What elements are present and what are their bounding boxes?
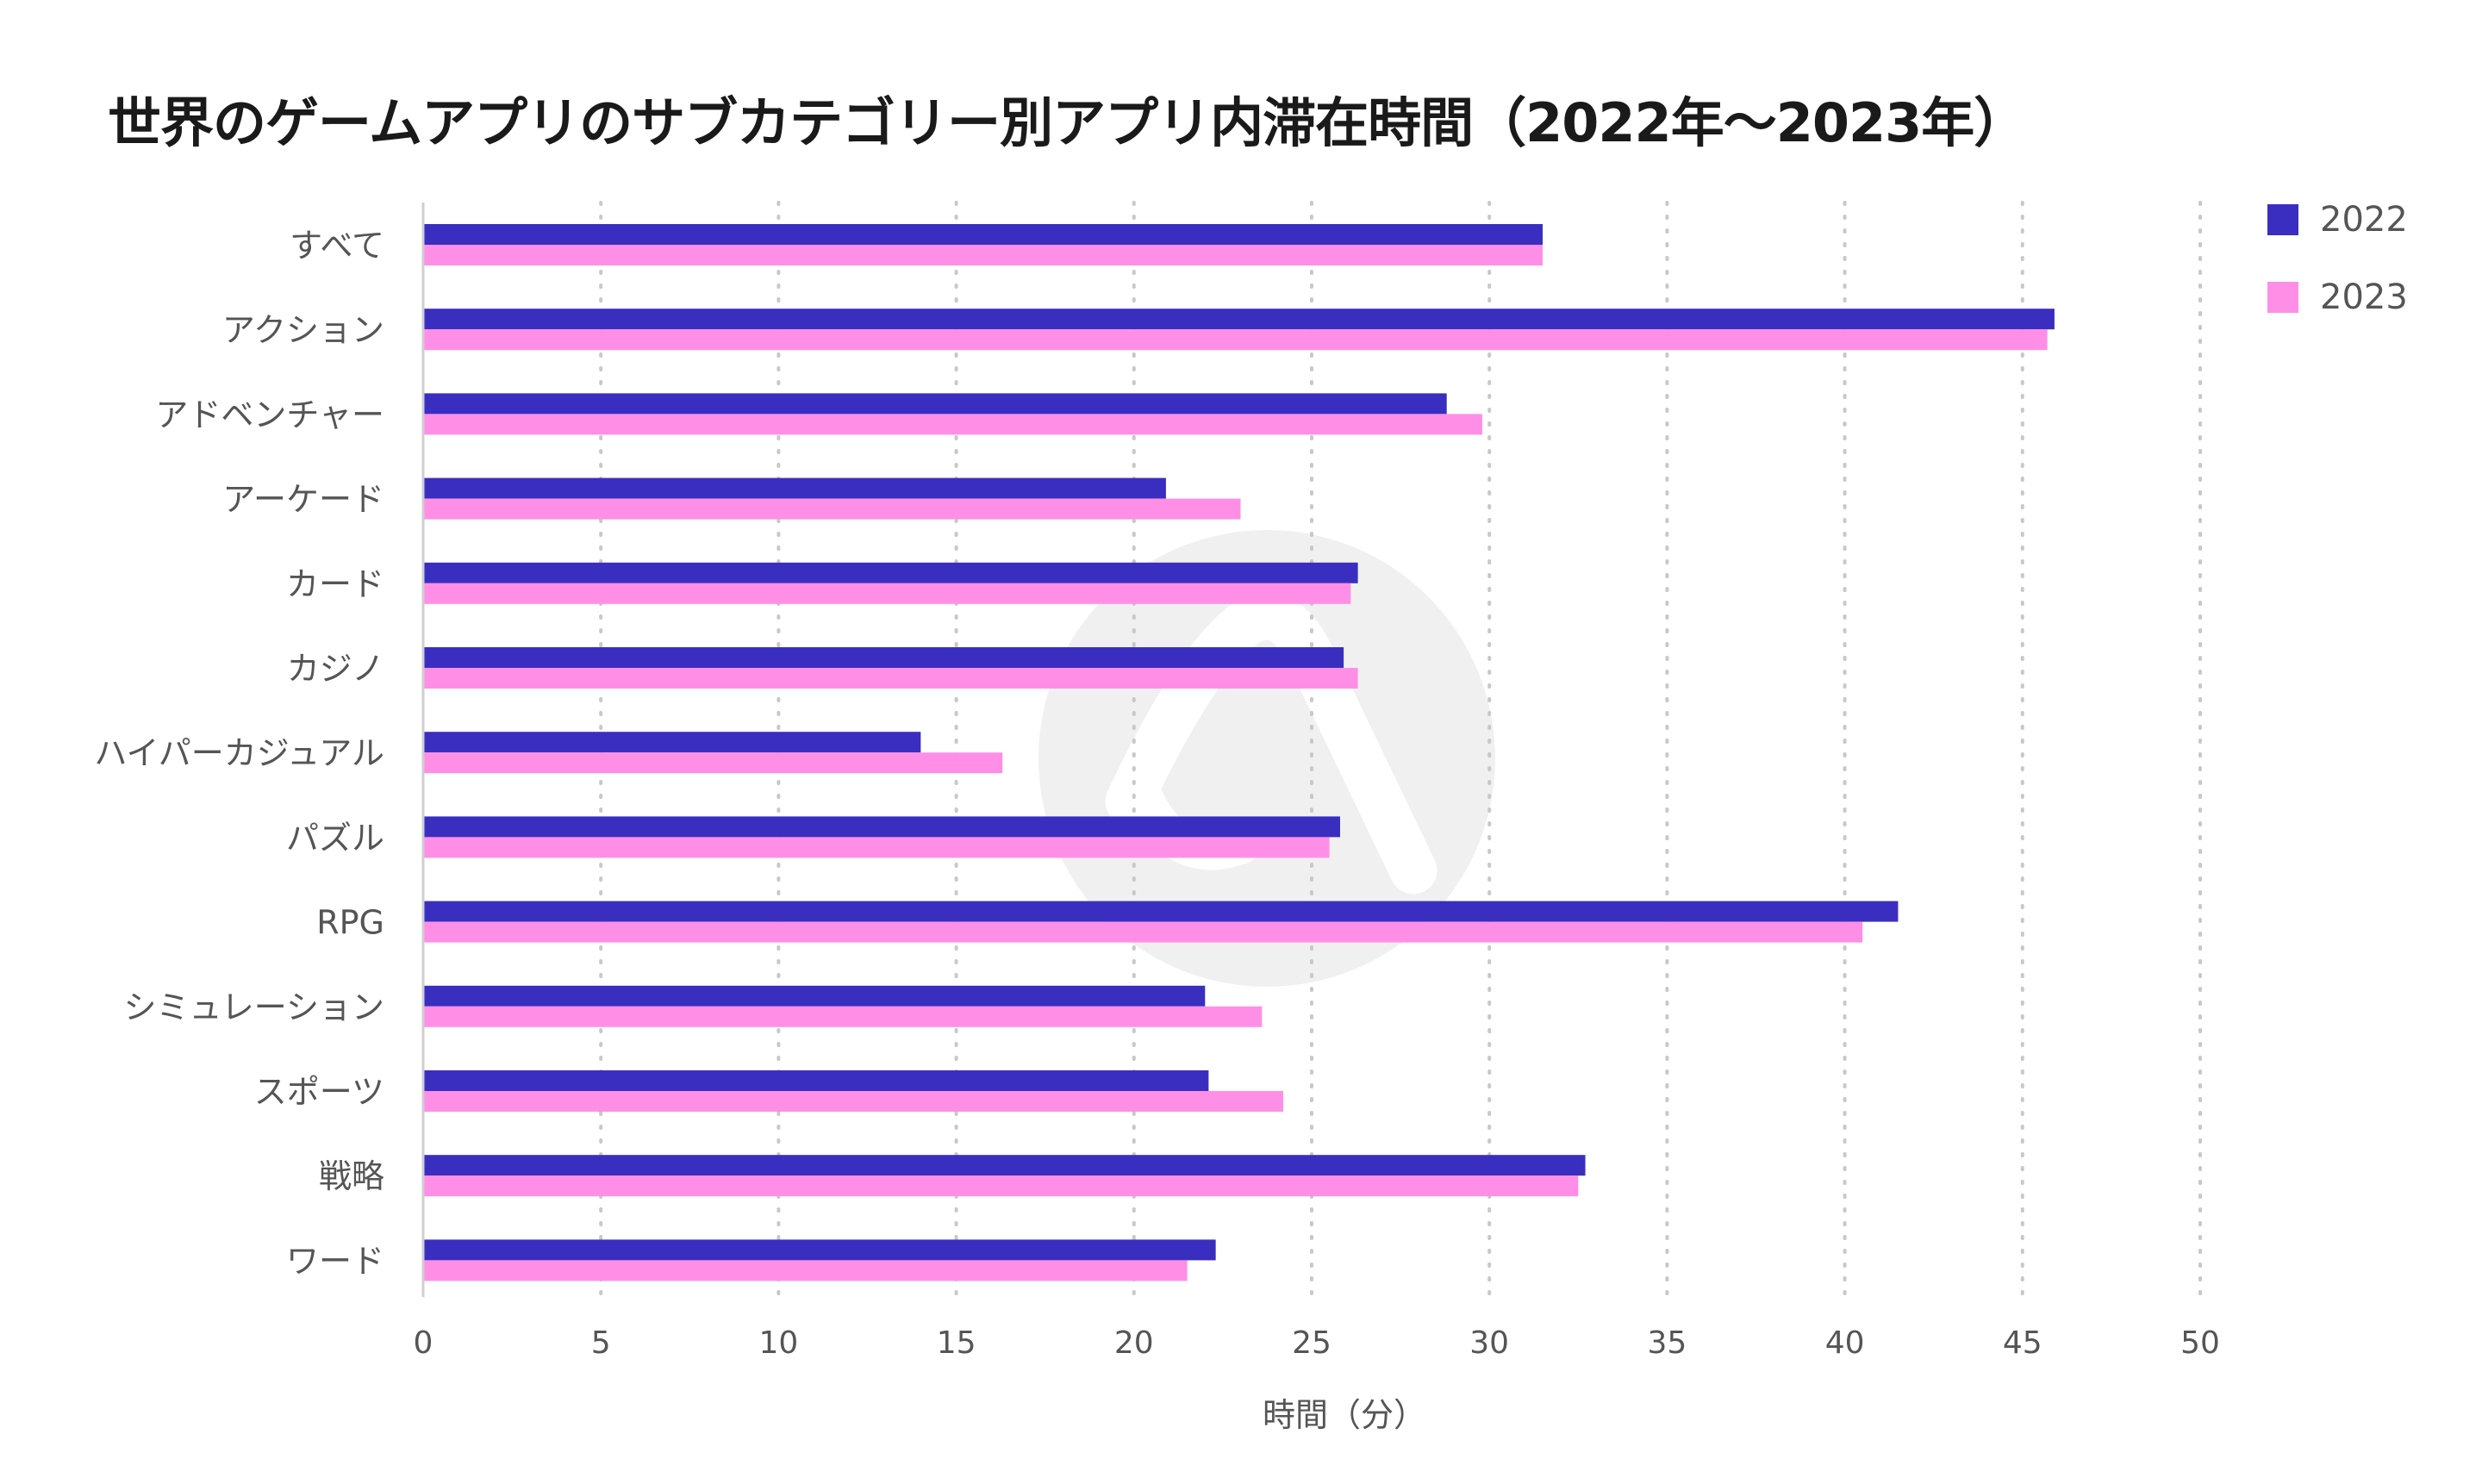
category-label: スポーツ	[254, 1073, 384, 1111]
bar-2023-2	[423, 414, 1482, 435]
chart-title: 世界のゲームアプリのサブカテゴリー別アプリ内滞在時間（2022年〜2023年）	[108, 91, 2027, 154]
bar-2022-1	[423, 309, 2055, 330]
bar-2023-10	[423, 1091, 1284, 1112]
x-tick-label: 35	[1647, 1325, 1687, 1361]
bar-2023-12	[423, 1260, 1188, 1281]
category-label: パズル	[286, 819, 384, 857]
x-tick-label: 40	[1825, 1325, 1865, 1361]
bar-2022-4	[423, 562, 1358, 583]
grid-lines	[599, 201, 2202, 1299]
legend: 2022 2023	[2267, 200, 2408, 317]
category-label: カード	[286, 565, 384, 603]
bar-2023-5	[423, 668, 1358, 689]
category-label: ハイパーカジュアル	[94, 734, 384, 772]
category-label: カジノ	[287, 650, 384, 688]
x-tick-label: 5	[591, 1325, 611, 1361]
x-tick-label: 45	[2003, 1325, 2042, 1361]
bar-2023-4	[423, 583, 1351, 604]
category-label: RPG	[316, 904, 384, 942]
x-tick-label: 15	[937, 1325, 976, 1361]
bar-2022-7	[423, 816, 1340, 838]
bar-2023-6	[423, 752, 1003, 774]
x-tick-label: 0	[414, 1325, 433, 1361]
x-axis-title: 時間（分）	[1263, 1396, 1426, 1434]
category-label: 戦略	[319, 1157, 384, 1195]
bar-2023-1	[423, 329, 2048, 351]
bar-2022-5	[423, 647, 1344, 668]
x-tick-label: 10	[758, 1325, 798, 1361]
bar-2023-0	[423, 245, 1543, 265]
category-label: アドベンチャー	[155, 396, 384, 433]
x-tick-label: 20	[1114, 1325, 1154, 1361]
bar-2023-9	[423, 1006, 1263, 1027]
category-label: シミュレーション	[124, 988, 384, 1026]
legend-label-2022: 2022	[2320, 200, 2408, 240]
bar-2022-2	[423, 393, 1447, 415]
category-label: ワード	[286, 1242, 384, 1280]
bar-2022-8	[423, 901, 1899, 922]
legend-swatch-2022	[2267, 204, 2298, 235]
legend-label-2023: 2023	[2320, 277, 2408, 317]
x-tick-label: 25	[1292, 1325, 1331, 1361]
bar-2022-9	[423, 985, 1206, 1007]
bar-2022-11	[423, 1155, 1586, 1176]
bar-2023-8	[423, 921, 1863, 943]
x-tick-label: 50	[2180, 1325, 2220, 1361]
category-label: アクション	[222, 311, 384, 349]
bar-2023-11	[423, 1175, 1579, 1197]
category-label: すべて	[290, 227, 384, 265]
bar-2022-0	[423, 224, 1543, 245]
bar-2022-6	[423, 732, 921, 753]
legend-swatch-2023	[2267, 282, 2298, 313]
x-tick-labels: 0 5 10 15 20 25 30 35 40 45 50	[414, 1325, 2220, 1361]
category-label: アーケード	[222, 481, 384, 519]
bars	[423, 224, 2055, 1281]
bar-2022-3	[423, 477, 1166, 499]
bar-2022-12	[423, 1239, 1216, 1261]
x-tick-label: 30	[1469, 1325, 1509, 1361]
bar-2023-7	[423, 837, 1330, 858]
bar-2022-10	[423, 1070, 1209, 1091]
bar-2023-3	[423, 498, 1241, 520]
